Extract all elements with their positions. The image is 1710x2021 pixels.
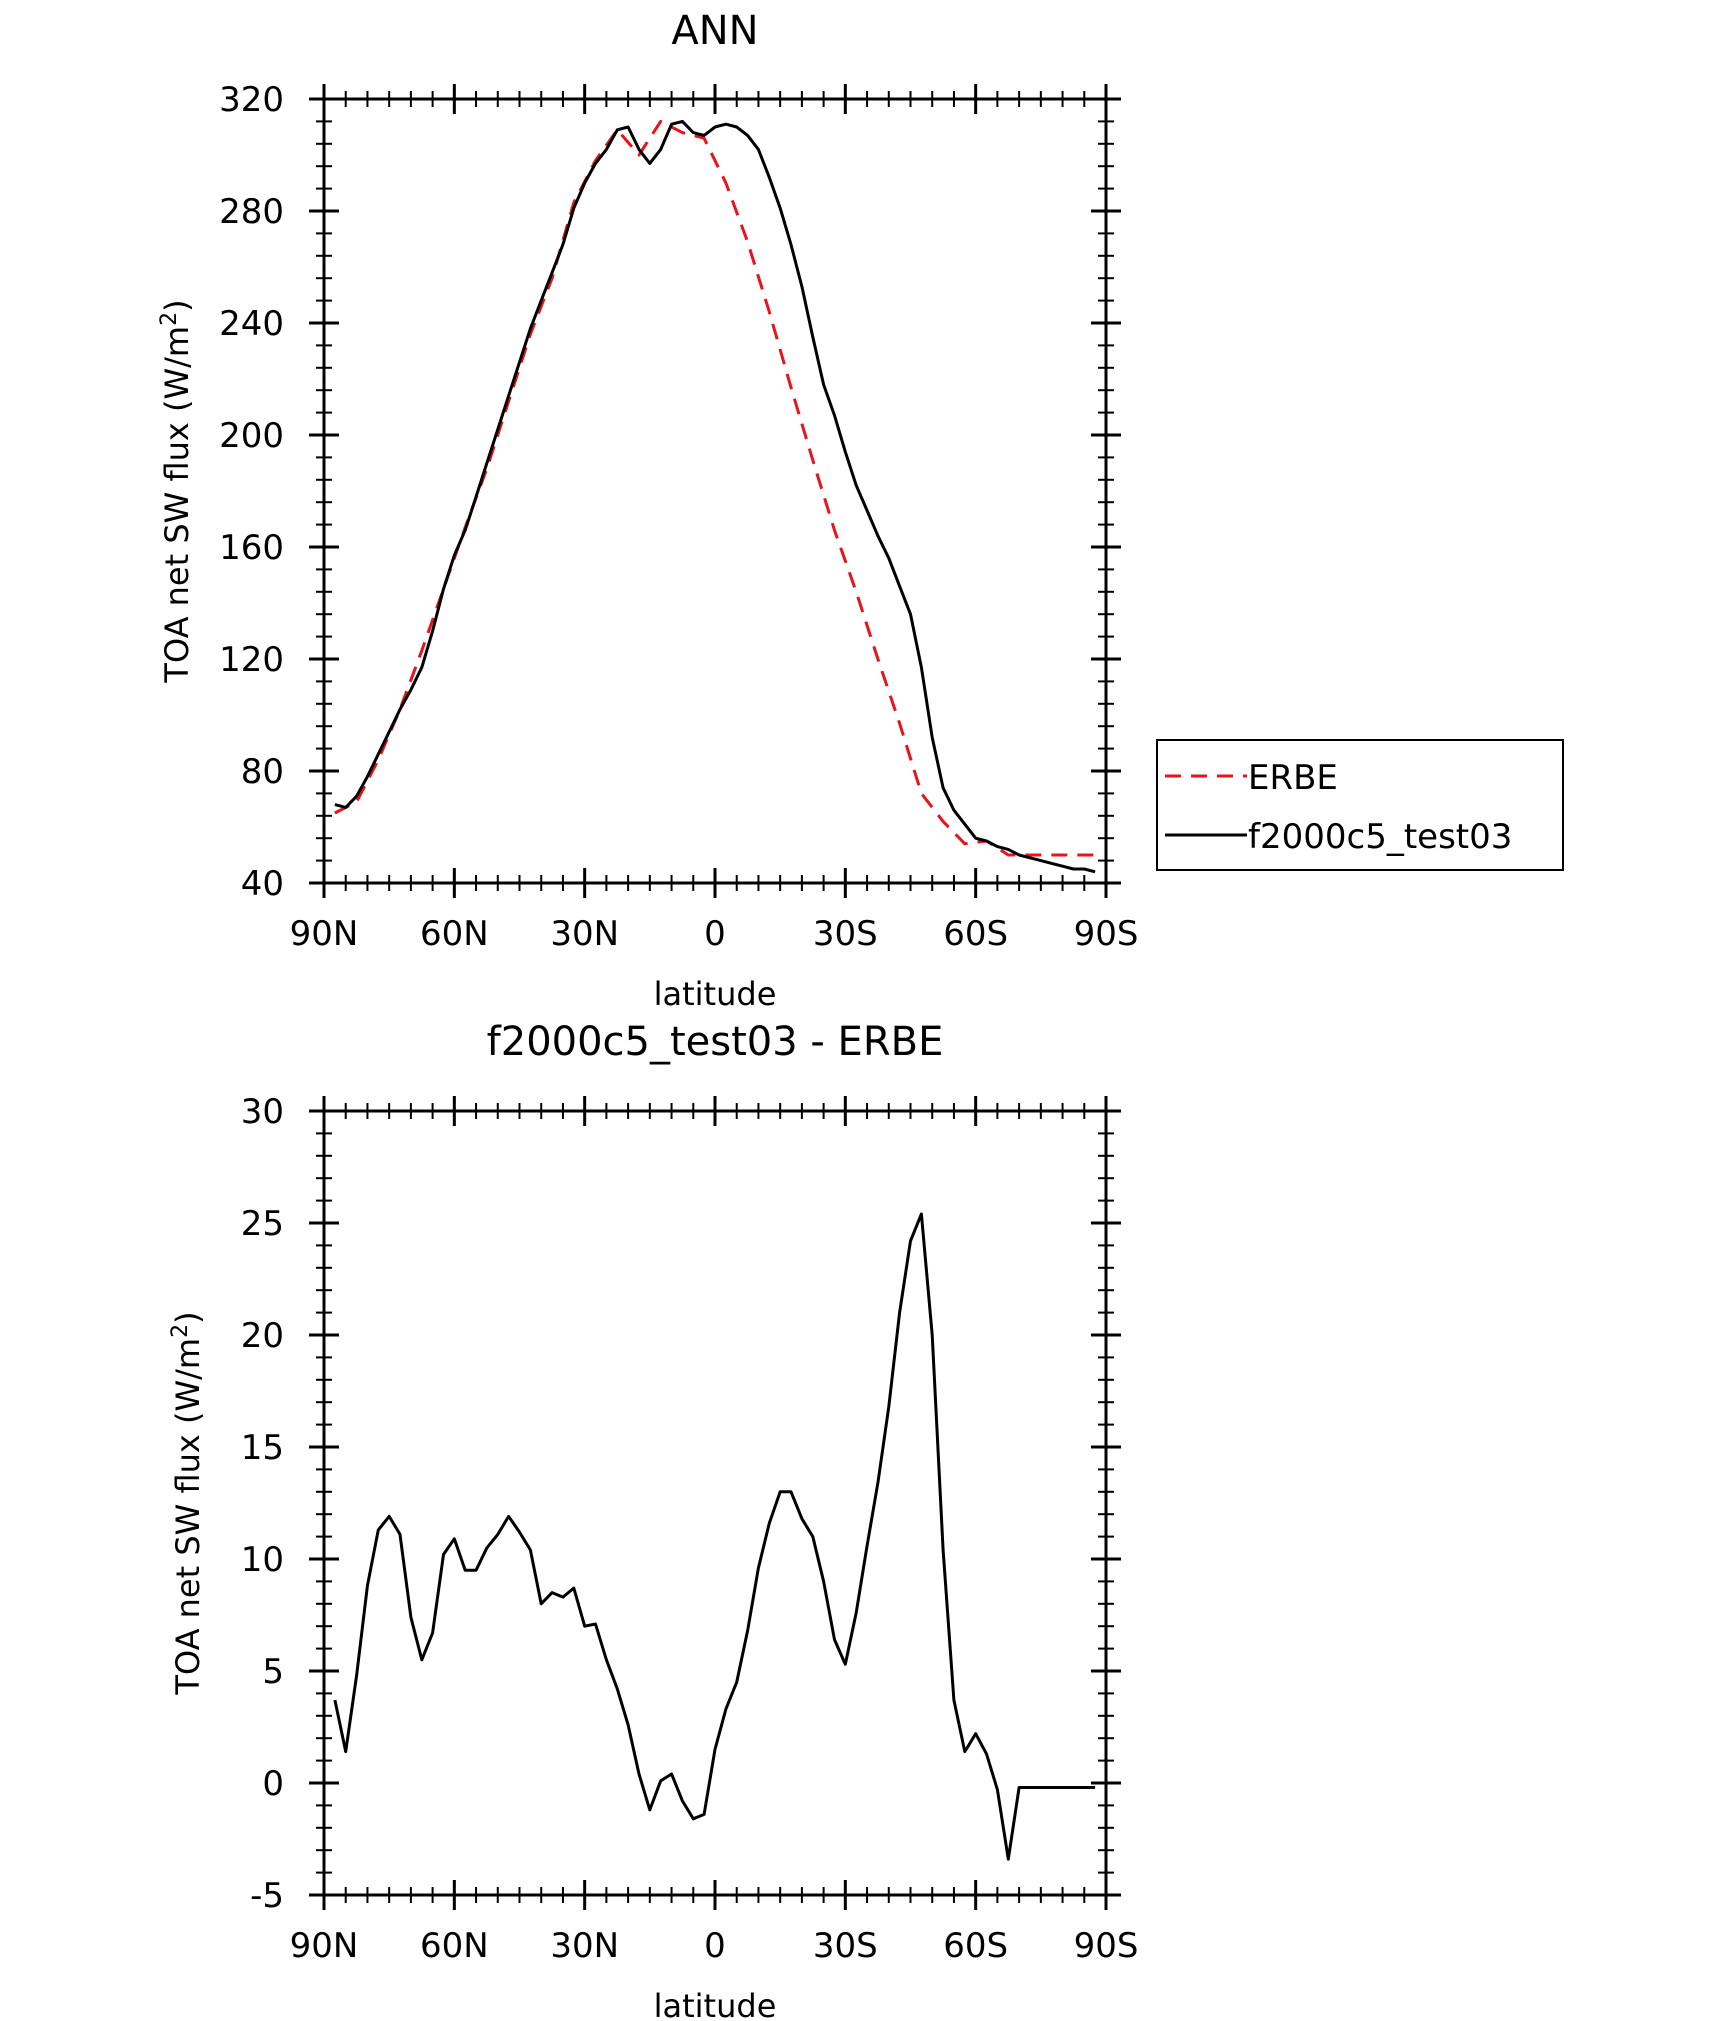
y-tick-label: 320 [219,80,284,120]
y-axis-label-sup: 2 [157,312,182,326]
x-tick-label: 90S [1074,914,1139,954]
x-tick-label: 90S [1074,1926,1139,1966]
y-axis-ticks: 40 80 120 160 200 240 280 320 [219,80,1121,904]
x-tick-label: 0 [704,1926,726,1966]
legend-label-erbe: ERBE [1248,758,1338,798]
x-axis-label: latitude [654,975,777,1013]
y-tick-label: 15 [241,1428,284,1468]
chart-title: ANN [671,8,758,54]
series-layer [334,119,1096,874]
y-axis-label-close: ) [158,299,196,311]
legend-box [1156,739,1564,871]
legend: ERBE f2000c5_test03 [1156,739,1564,871]
x-tick-label: 60S [943,1926,1008,1966]
x-tick-label: 90N [290,914,359,954]
x-axis-label: latitude [654,1987,777,2021]
legend-label-model: f2000c5_test03 [1248,817,1512,857]
y-axis-label-main: TOA net SW flux (W/m [169,1338,207,1696]
y-tick-label: 280 [219,192,284,232]
x-tick-label: 0 [704,914,726,954]
y-axis-label: TOA net SW flux (W/m2) [168,1311,207,1695]
series-layer [333,1212,1096,1861]
y-tick-label: 5 [262,1652,284,1692]
y-tick-label: 80 [241,752,284,792]
x-tick-label: 60S [943,914,1008,954]
chart-title: f2000c5_test03 - ERBE [487,1019,944,1065]
y-axis-label-close: ) [169,1311,207,1323]
y-tick-label: 160 [219,528,284,568]
difference-line [333,1212,1096,1861]
y-axis-ticks: -5 0 5 10 15 20 25 30 [241,1092,1121,1916]
x-tick-label: 90N [290,1926,359,1966]
y-tick-label: 200 [219,416,284,456]
y-tick-label: 20 [241,1316,284,1356]
x-axis-ticks: 90N 60N 30N 0 30S 60S 90S [290,84,1139,954]
x-axis-ticks: 90N 60N 30N 0 30S 60S 90S [290,1096,1139,1966]
x-tick-label: 30N [550,914,619,954]
plot-frame [322,1109,1108,1897]
y-axis-label-main: TOA net SW flux (W/m [158,326,196,684]
x-tick-label: 30S [813,914,878,954]
y-tick-label: 120 [219,640,284,680]
plot-frame [322,97,1108,885]
x-tick-label: 60N [420,1926,489,1966]
x-tick-label: 30N [550,1926,619,1966]
series-line-f2000c5-test03 [334,119,1096,874]
x-tick-label: 60N [420,914,489,954]
y-tick-label: 0 [262,1764,284,1804]
series-line-erbe [334,119,1096,857]
top-panel: ANN 40 80 120 160 200 240 280 320 90N 60N 30N 0 30S… [157,8,1564,1013]
x-tick-label: 30S [813,1926,878,1966]
y-tick-label: -5 [250,1876,284,1916]
y-tick-label: 10 [241,1540,284,1580]
y-axis-label-sup: 2 [168,1324,193,1338]
y-tick-label: 30 [241,1092,284,1132]
y-tick-label: 40 [241,864,284,904]
y-tick-label: 240 [219,304,284,344]
y-axis-label: TOA net SW flux (W/m2) [157,299,196,683]
y-tick-label: 25 [241,1204,284,1244]
